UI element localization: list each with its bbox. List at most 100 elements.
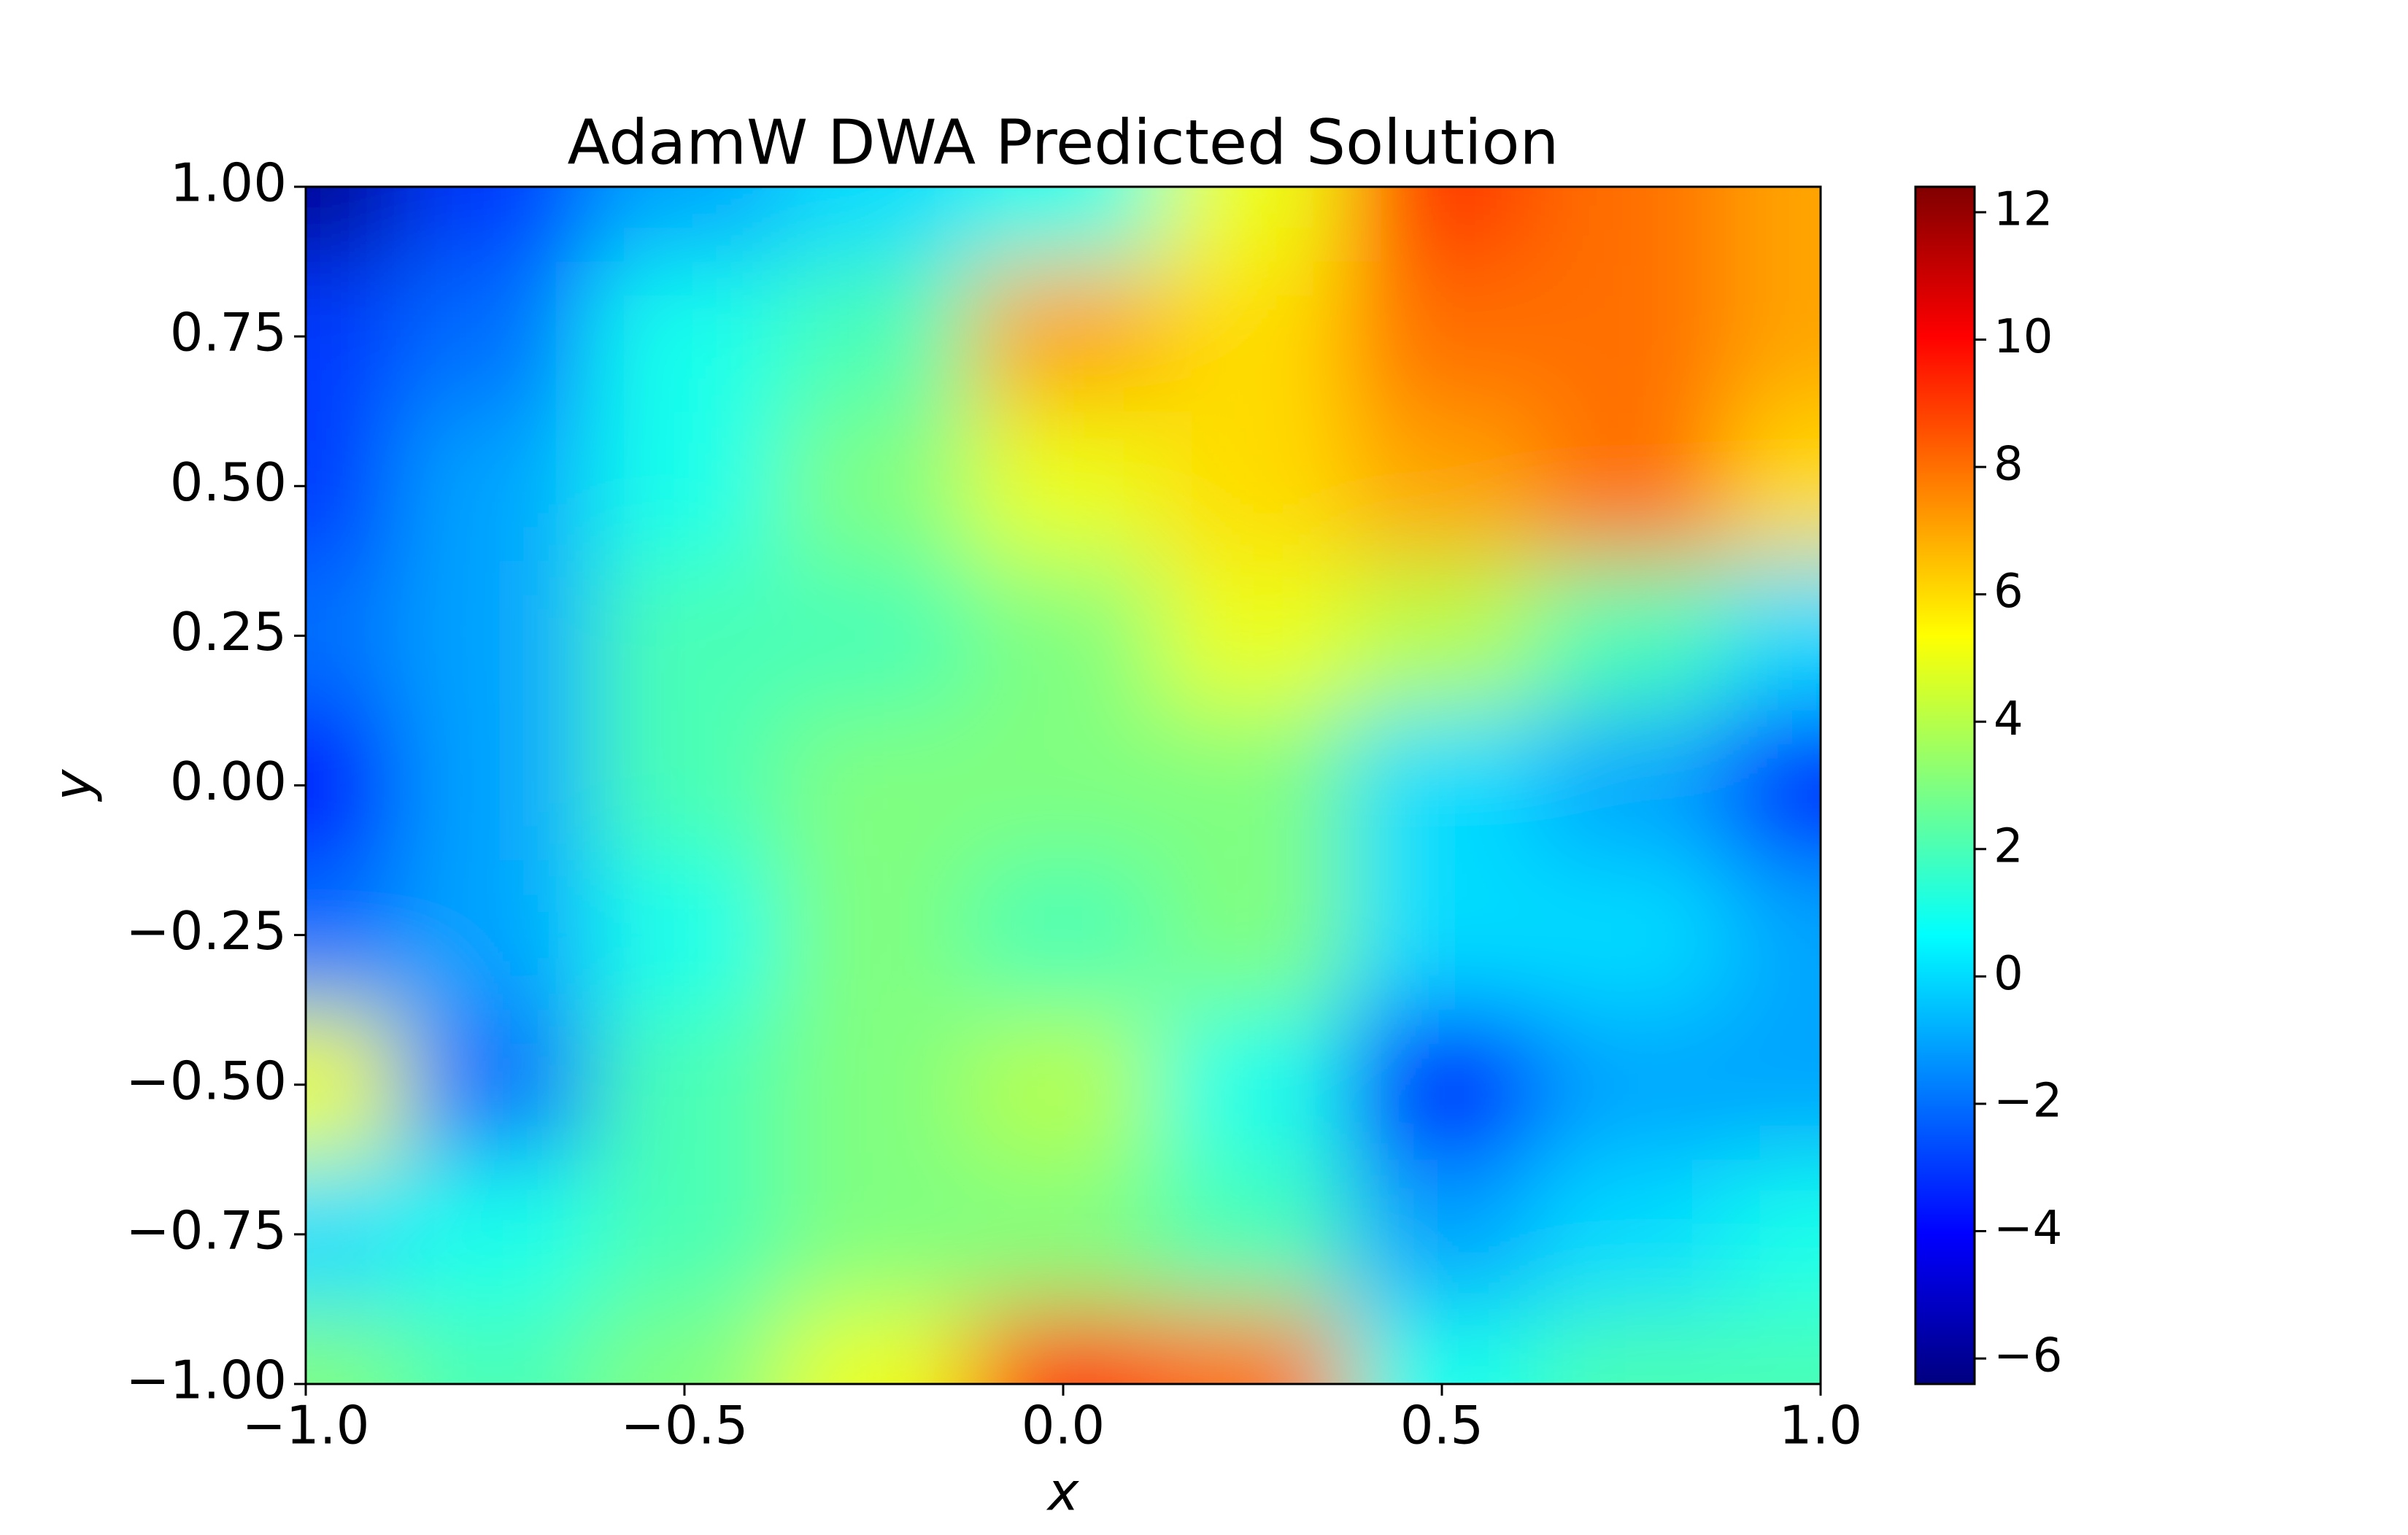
field-cell [1347,261,1537,411]
field-cell [400,187,590,262]
field-cell [306,1010,401,1160]
field-cell [1726,187,1821,262]
field-cell [779,261,969,411]
field-cell [1347,860,1537,1010]
field-cell [590,560,779,711]
x-tick-label: −0.5 [621,1395,749,1456]
y-tick-label: 0.00 [170,751,287,812]
y-tick-label: 0.75 [170,302,287,363]
field-cell [400,710,590,861]
field-cell [1347,1309,1537,1384]
x-axis-label: x [1046,1461,1080,1523]
field-cell [306,1159,401,1310]
field-cell [1347,1010,1537,1160]
y-tick-label: 0.25 [170,601,287,662]
field-cell [1536,860,1726,1010]
y-tick-label: −0.50 [126,1050,287,1111]
field-cell [779,1309,969,1384]
field-cell [1536,710,1726,861]
field-cell [1347,710,1537,861]
field-cell [1157,560,1348,711]
field-cell [1726,1159,1821,1310]
field-cell [968,187,1158,262]
field-cell [968,1010,1158,1160]
field-cell [1726,411,1821,561]
colorbar-tick-label: 10 [1994,310,2053,364]
field-cell [400,411,590,561]
field-cell [968,860,1158,1010]
colorbar-tick-label: 6 [1994,565,2023,619]
colorbar-tick-label: −6 [1994,1329,2062,1383]
field-cell [306,860,401,1010]
field-cell [590,1159,779,1310]
x-tick-label: 0.5 [1400,1395,1484,1456]
field-cell [400,1159,590,1310]
field-cell [1157,860,1348,1010]
field-cell [1157,1159,1348,1310]
field-cell [1157,1010,1348,1160]
field-cell [1157,261,1348,411]
field-cell [400,1309,590,1384]
field-cell [1726,261,1821,411]
field-cell [590,710,779,861]
field-cell [779,187,969,262]
field-cell [968,710,1158,861]
field-cell [1347,560,1537,711]
field-cell [1157,710,1348,861]
field-cell [779,560,969,711]
field-cell [1536,1010,1726,1160]
x-tick-label: 1.0 [1779,1395,1863,1456]
colorbar-tick-label: 12 [1994,182,2053,236]
y-tick-label: −0.75 [126,1199,287,1261]
field-cell [590,411,779,561]
y-tick-label: 1.00 [170,152,287,214]
field-cell [1347,411,1537,561]
field-cell [1726,710,1821,861]
field-cell [1157,411,1348,561]
colorbar-tick-label: 4 [1994,692,2023,746]
colorbar [1914,185,1976,1385]
field-cell [1157,1309,1348,1384]
field-cell [968,261,1158,411]
field-cell [1536,187,1726,262]
x-tick-label: −1.0 [242,1395,370,1456]
field-cell [590,860,779,1010]
field-cell [1726,1010,1821,1160]
y-tick-label: −1.00 [126,1350,287,1411]
y-tick-label: −0.25 [126,900,287,962]
field-cell [400,860,590,1010]
field-cell [400,1010,590,1160]
field-cell [306,560,401,711]
field-cell [779,1010,969,1160]
field-cell [779,710,969,861]
field-cell [306,411,401,561]
field-cell [590,1010,779,1160]
y-tick-label: 0.50 [170,452,287,513]
chart-title: AdamW DWA Predicted Solution [568,107,1559,179]
field-cell [590,187,779,262]
field-cell [306,1309,401,1384]
colorbar-tick-label: −2 [1994,1075,2062,1129]
field-cell [779,411,969,561]
colorbar-tick-label: 8 [1994,438,2023,492]
colorbar-tick-label: 0 [1994,947,2023,1001]
field-cell [306,187,401,262]
field-cell [968,1309,1158,1384]
y-axis-label: y [42,768,104,802]
field [306,187,1821,1384]
field-cell [306,261,401,411]
field-cell [400,261,590,411]
field-cell [968,411,1158,561]
colorbar-tick-label: −4 [1994,1202,2062,1256]
colorbar-tick-label: 2 [1994,819,2023,873]
field-cell [1536,1309,1726,1384]
field-cell [1536,411,1726,561]
field-cell [1726,1309,1821,1384]
field-cell [1157,187,1348,262]
field-cell [1536,1159,1726,1310]
field-cell [1536,261,1726,411]
x-tick-label: 0.0 [1022,1395,1105,1456]
field-cell [968,560,1158,711]
field-cell [779,860,969,1010]
field-cells [306,187,1821,1384]
